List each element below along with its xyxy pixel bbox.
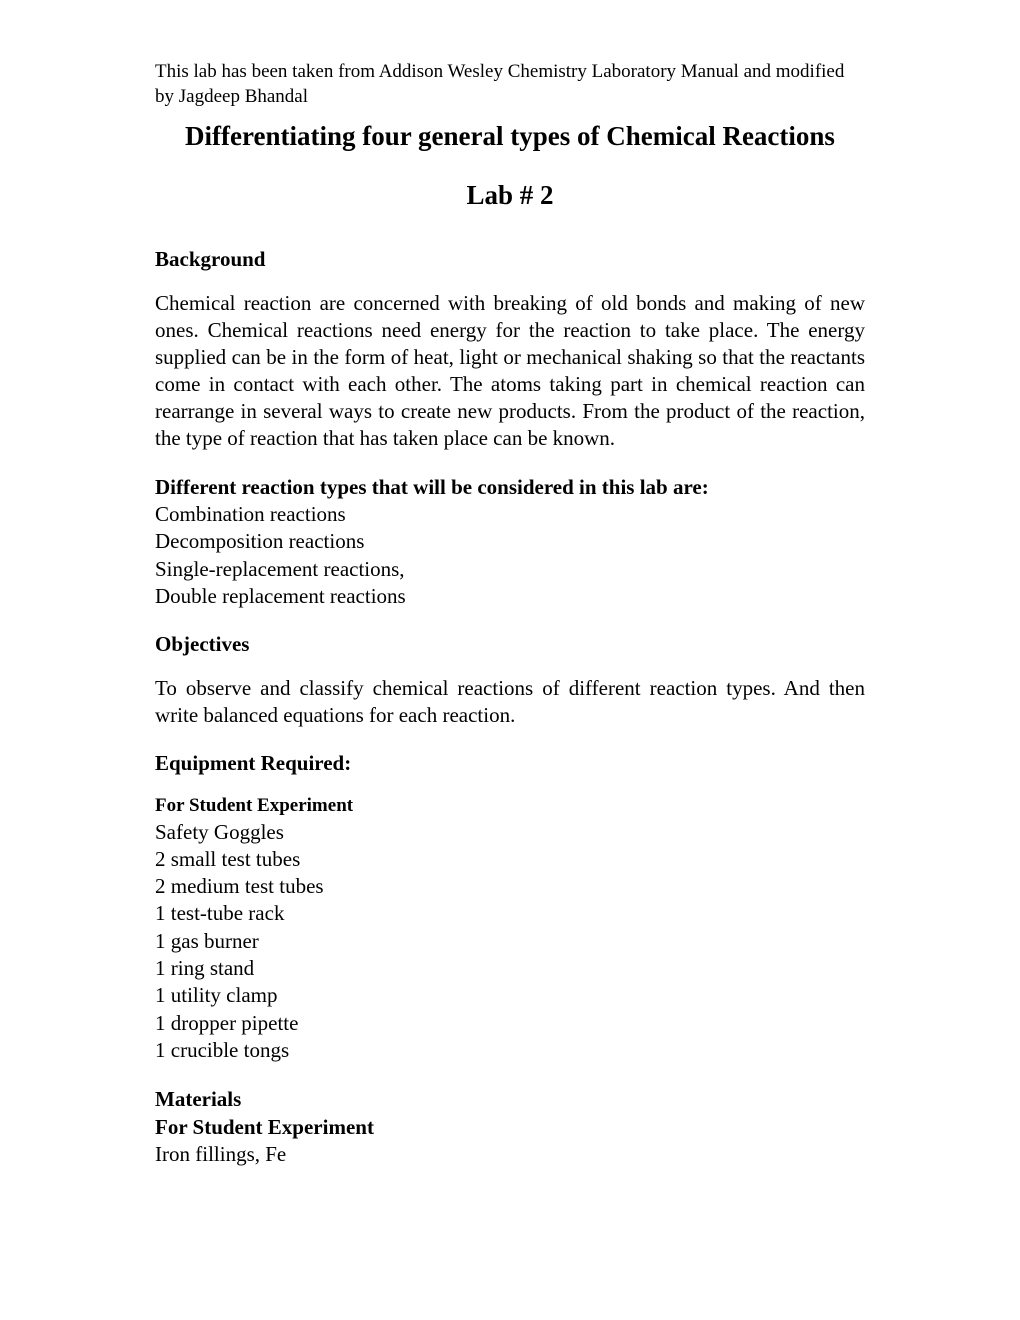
header-note: This lab has been taken from Addison Wes… <box>155 60 865 109</box>
equipment-item: 1 utility clamp <box>155 982 865 1009</box>
materials-block: Materials For Student Experiment Iron fi… <box>155 1086 865 1168</box>
equipment-heading: Equipment Required: <box>155 751 865 776</box>
reaction-type-item: Combination reactions <box>155 501 865 528</box>
equipment-item: 1 dropper pipette <box>155 1010 865 1037</box>
equipment-item: 1 test-tube rack <box>155 900 865 927</box>
reaction-type-item: Single-replacement reactions, <box>155 556 865 583</box>
reaction-type-item: Double replacement reactions <box>155 583 865 610</box>
document-title: Differentiating four general types of Ch… <box>155 121 865 152</box>
equipment-sub-heading: For Student Experiment <box>155 794 865 819</box>
reaction-types-heading: Different reaction types that will be co… <box>155 474 865 501</box>
lab-number: Lab # 2 <box>155 180 865 211</box>
equipment-block: For Student Experiment Safety Goggles 2 … <box>155 794 865 1064</box>
equipment-item: Safety Goggles <box>155 819 865 846</box>
materials-heading: Materials <box>155 1086 865 1113</box>
equipment-item: 2 small test tubes <box>155 846 865 873</box>
equipment-item: 2 medium test tubes <box>155 873 865 900</box>
equipment-item: 1 crucible tongs <box>155 1037 865 1064</box>
reaction-types-block: Different reaction types that will be co… <box>155 474 865 610</box>
reaction-type-item: Decomposition reactions <box>155 528 865 555</box>
objectives-heading: Objectives <box>155 632 865 657</box>
materials-item: Iron fillings, Fe <box>155 1141 865 1168</box>
background-heading: Background <box>155 247 865 272</box>
equipment-item: 1 gas burner <box>155 928 865 955</box>
objectives-text: To observe and classify chemical reactio… <box>155 675 865 729</box>
background-text: Chemical reaction are concerned with bre… <box>155 290 865 451</box>
materials-sub-heading: For Student Experiment <box>155 1114 865 1141</box>
equipment-item: 1 ring stand <box>155 955 865 982</box>
